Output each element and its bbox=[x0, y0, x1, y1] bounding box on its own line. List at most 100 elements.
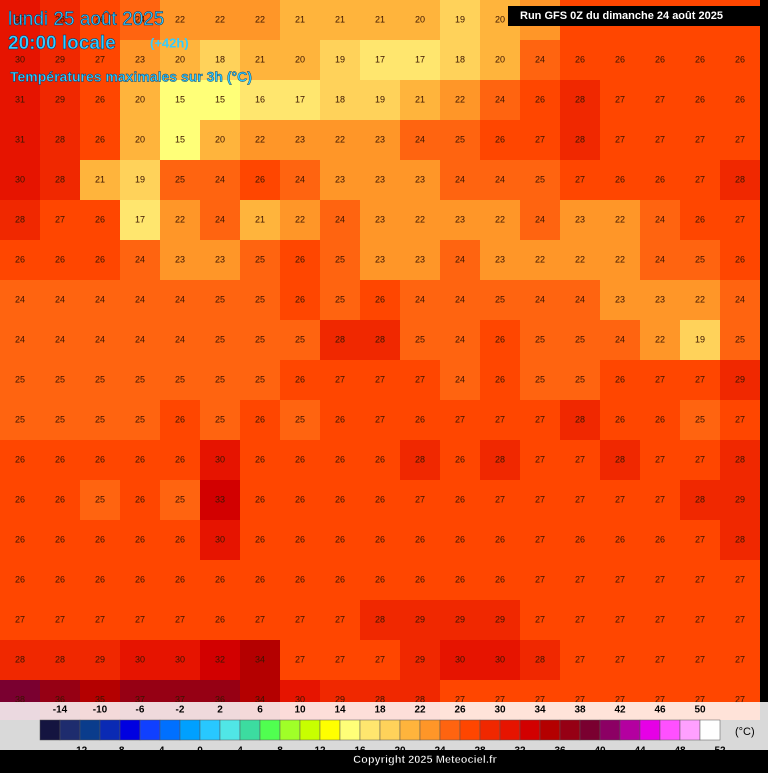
temp-value: 24 bbox=[735, 294, 745, 304]
field-label: Températures maximales sur 3h (°C) bbox=[10, 69, 252, 85]
legend-swatch bbox=[339, 719, 361, 741]
temp-cell bbox=[240, 360, 280, 400]
temp-value: 26 bbox=[295, 294, 305, 304]
temp-cell bbox=[200, 480, 240, 520]
legend-tick-bottom: -8 bbox=[116, 746, 125, 757]
temp-cell bbox=[640, 120, 680, 160]
temp-cell bbox=[280, 480, 320, 520]
legend-swatch bbox=[359, 719, 381, 741]
temp-value: 30 bbox=[215, 454, 225, 464]
temp-cell bbox=[440, 360, 480, 400]
temp-value: 23 bbox=[655, 294, 665, 304]
temp-value: 26 bbox=[615, 414, 625, 424]
temp-value: 26 bbox=[655, 54, 665, 64]
temp-value: 27 bbox=[335, 654, 345, 664]
temp-value: 28 bbox=[495, 454, 505, 464]
legend-swatch bbox=[39, 719, 61, 741]
temp-value: 23 bbox=[575, 214, 585, 224]
run-box bbox=[508, 6, 768, 26]
legend-swatch bbox=[379, 719, 401, 741]
temp-value: 21 bbox=[255, 214, 265, 224]
legend-tick-bottom: 0 bbox=[197, 746, 203, 757]
temp-value: 24 bbox=[415, 294, 425, 304]
temp-cell bbox=[200, 0, 240, 40]
temp-value: 23 bbox=[455, 214, 465, 224]
temp-cell bbox=[160, 360, 200, 400]
temp-value: 27 bbox=[415, 374, 425, 384]
temp-cell bbox=[240, 240, 280, 280]
temp-value: 28 bbox=[695, 494, 705, 504]
temp-cell bbox=[240, 40, 280, 80]
temp-cell bbox=[40, 360, 80, 400]
temp-value: 26 bbox=[15, 454, 25, 464]
temp-cell bbox=[400, 320, 440, 360]
legend-swatch bbox=[499, 719, 521, 741]
legend-tick-top: 34 bbox=[534, 705, 546, 716]
temp-value: 26 bbox=[695, 54, 705, 64]
temp-cell bbox=[400, 160, 440, 200]
temp-value: 27 bbox=[695, 454, 705, 464]
temp-cell bbox=[160, 200, 200, 240]
temp-cell bbox=[360, 240, 400, 280]
temp-value: 27 bbox=[655, 454, 665, 464]
temp-cell bbox=[440, 640, 480, 680]
temp-cell bbox=[0, 240, 40, 280]
temp-cell bbox=[360, 480, 400, 520]
temp-cell bbox=[560, 120, 600, 160]
temp-value: 27 bbox=[575, 614, 585, 624]
temp-cell bbox=[480, 360, 520, 400]
temp-value: 27 bbox=[295, 614, 305, 624]
temp-cell bbox=[120, 600, 160, 640]
temp-value: 37 bbox=[135, 694, 145, 704]
temp-cell bbox=[720, 480, 760, 520]
temp-cell bbox=[680, 440, 720, 480]
temp-cell bbox=[560, 560, 600, 600]
temp-value: 19 bbox=[335, 54, 345, 64]
color-legend: -14 -10 -6 -2 2 6 10 14 18 22 26 30 34 38 42 46 50-12 -8-… bbox=[0, 702, 768, 757]
temp-value: 24 bbox=[95, 334, 105, 344]
temp-cell bbox=[40, 0, 80, 40]
temp-cell bbox=[720, 200, 760, 240]
temp-cell bbox=[560, 280, 600, 320]
temp-value: 25 bbox=[575, 374, 585, 384]
temp-value: 26 bbox=[375, 494, 385, 504]
legend-tick-bottom: -12 bbox=[73, 746, 88, 757]
temp-cell bbox=[640, 560, 680, 600]
temp-value: 27 bbox=[695, 174, 705, 184]
temp-value: 26 bbox=[335, 454, 345, 464]
temp-value: 15 bbox=[175, 134, 185, 144]
temp-cell bbox=[320, 80, 360, 120]
temp-cell bbox=[160, 320, 200, 360]
temp-value: 26 bbox=[95, 134, 105, 144]
temp-value: 20 bbox=[135, 134, 145, 144]
temp-value: 24 bbox=[655, 254, 665, 264]
temp-cell bbox=[560, 160, 600, 200]
temp-cell bbox=[40, 240, 80, 280]
temp-cell bbox=[480, 80, 520, 120]
temp-cell bbox=[80, 40, 120, 80]
temp-cell bbox=[160, 440, 200, 480]
temp-cell bbox=[0, 560, 40, 600]
temp-value: 27 bbox=[735, 134, 745, 144]
temp-cell bbox=[720, 640, 760, 680]
temp-cell bbox=[600, 120, 640, 160]
temp-cell bbox=[360, 80, 400, 120]
temp-value: 27 bbox=[735, 414, 745, 424]
temp-value: 28 bbox=[735, 534, 745, 544]
temp-value: 27 bbox=[415, 494, 425, 504]
temp-cell bbox=[0, 520, 40, 560]
temp-cell bbox=[120, 400, 160, 440]
temp-cell bbox=[80, 0, 120, 40]
temp-cell bbox=[560, 480, 600, 520]
temp-cell bbox=[120, 560, 160, 600]
temp-cell bbox=[0, 640, 40, 680]
temp-cell bbox=[640, 480, 680, 520]
legend-swatch bbox=[319, 719, 341, 741]
temp-cell bbox=[280, 0, 320, 40]
temp-cell bbox=[40, 200, 80, 240]
temp-cell bbox=[320, 600, 360, 640]
temp-cell bbox=[680, 200, 720, 240]
legend-swatch bbox=[59, 719, 81, 741]
temp-cell bbox=[320, 0, 360, 40]
legend-tick-top: 42 bbox=[614, 705, 626, 716]
